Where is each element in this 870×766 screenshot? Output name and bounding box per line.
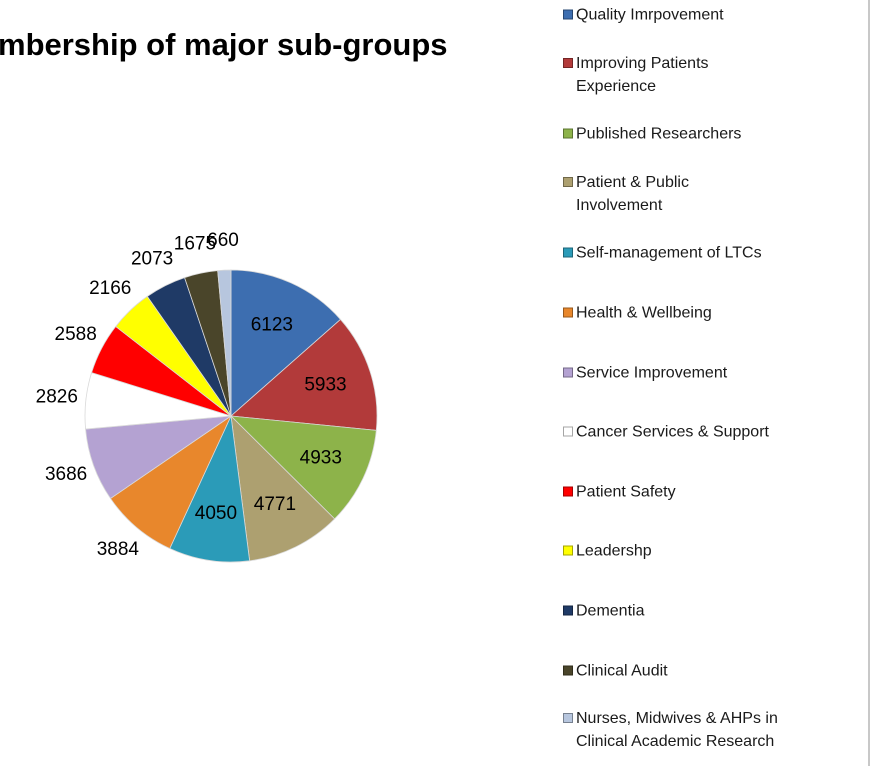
data-label: 1675: [174, 234, 216, 255]
pie-chart: mbership of major sub-groups 6123 5933 493…: [0, 27, 448, 563]
legend-swatch: [563, 665, 573, 676]
chart-title: mbership of major sub-groups: [0, 27, 448, 62]
legend-entry: Patient Safety: [563, 480, 676, 503]
legend-label: Nurses, Midwives & AHPs in Clinical Acad…: [576, 710, 778, 751]
legend-entry: Nurses, Midwives & AHPs in Clinical Acad…: [563, 707, 778, 753]
legend-label: Patient & Public Involvement: [576, 173, 689, 214]
pie-slice: [169, 414, 251, 563]
data-label: 5933: [304, 375, 346, 396]
legend-swatch: [563, 176, 573, 187]
legend-label: Published Researchers: [576, 125, 742, 143]
legend-swatch: [563, 307, 573, 318]
legend-swatch: [563, 713, 573, 724]
legend-label: Quality Imrpovement: [576, 6, 724, 24]
pie-slice: [229, 415, 377, 520]
data-label: 4050: [195, 503, 237, 524]
legend-label: Dementia: [576, 602, 645, 620]
legend-entry: Leadershp: [563, 540, 652, 563]
legend-label: Clinical Audit: [576, 662, 668, 680]
data-label: 2166: [89, 278, 131, 299]
data-label: 2588: [55, 324, 97, 345]
legend-entry: Quality Imrpovement: [563, 4, 724, 27]
legend-entry: Improving Patients Experience: [563, 52, 709, 98]
legend-swatch: [563, 367, 573, 378]
legend-label: Service Improvement: [576, 364, 728, 382]
data-label: 2073: [131, 249, 173, 270]
legend-label: Cancer Services & Support: [576, 423, 769, 441]
data-label: 3884: [97, 539, 140, 560]
legend-label: Leadershp: [576, 542, 652, 560]
legend-entry: Health & Wellbeing: [563, 302, 712, 325]
legend-entry: Service Improvement: [563, 361, 727, 384]
legend-label: Patient Safety: [576, 483, 676, 501]
legend-swatch: [563, 57, 573, 68]
legend-swatch: [563, 128, 573, 139]
legend-swatch: [563, 426, 573, 437]
data-label: 3686: [45, 464, 87, 485]
data-label: 4771: [254, 494, 296, 515]
data-label: 2826: [36, 386, 78, 407]
legend-swatch: [563, 247, 573, 258]
legend-label: Improving Patients Experience: [576, 54, 709, 95]
legend-swatch: [563, 486, 573, 497]
pie-slice: [217, 269, 232, 417]
legend-entry: Clinical Audit: [563, 659, 668, 682]
legend-entry: Cancer Services & Support: [563, 421, 769, 444]
data-label: 660: [207, 230, 239, 251]
legend-entry: Published Researchers: [563, 123, 741, 146]
legend-swatch: [563, 605, 573, 616]
legend-entry: Patient & Public Involvement: [563, 171, 689, 217]
legend-entry: Self-management of LTCs: [563, 242, 762, 265]
legend-label: Health & Wellbeing: [576, 304, 712, 322]
legend-swatch: [563, 545, 573, 556]
pie-slice: [230, 414, 336, 562]
data-label: 4933: [300, 447, 342, 468]
legend-swatch: [563, 9, 573, 20]
legend-entry: Dementia: [563, 600, 644, 623]
pie-slice: [230, 318, 378, 431]
pie-slice: [230, 269, 342, 417]
legend-label: Self-management of LTCs: [576, 244, 762, 262]
data-label: 6123: [251, 315, 293, 336]
